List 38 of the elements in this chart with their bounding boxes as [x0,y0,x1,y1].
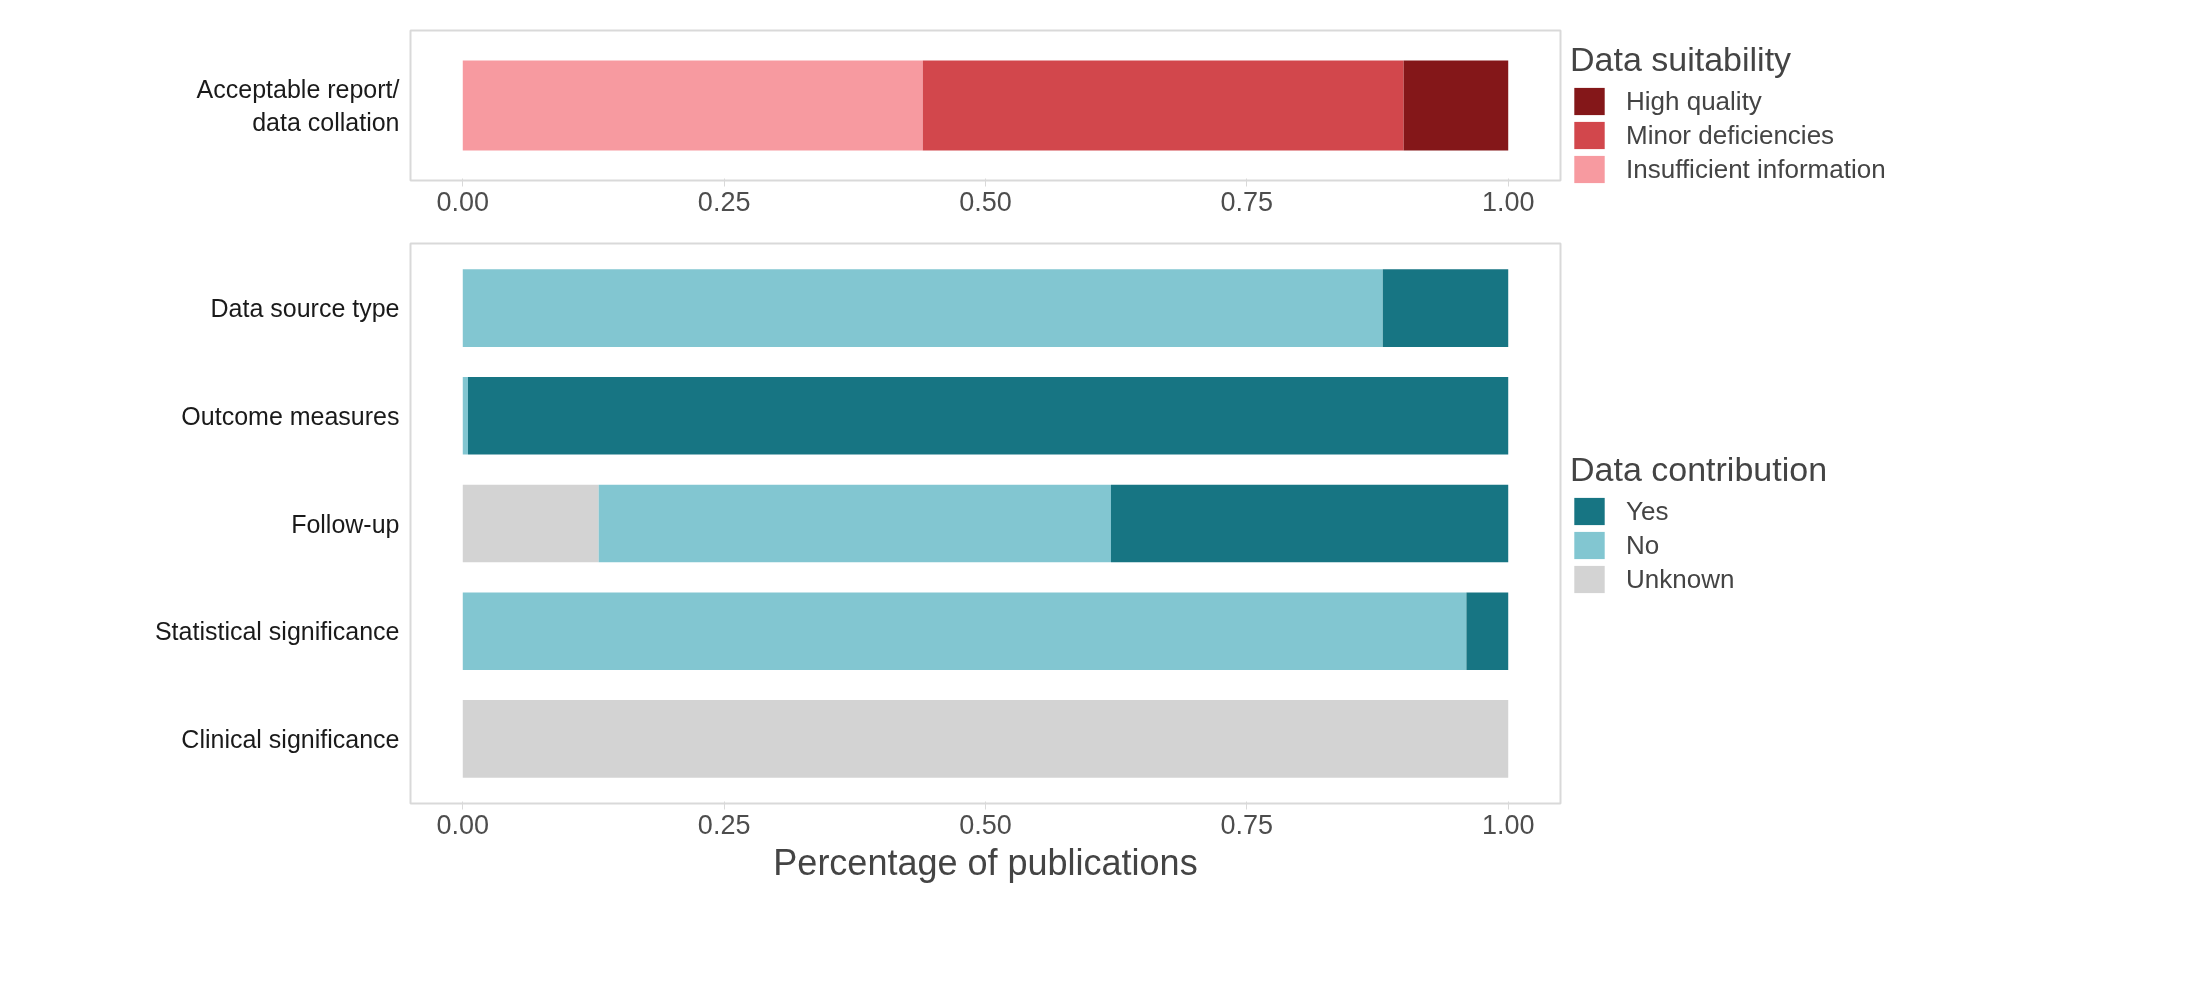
x-tick-label: 0.00 [436,186,490,217]
legend-label: Unknown [1626,563,1735,595]
bar [462,269,1383,347]
bar [1466,592,1509,670]
bar [598,484,1111,563]
legend-label: No [1626,529,1660,561]
x-axis-title: Percentage of publications [773,841,1198,883]
legend-label: Insufficient information [1626,153,1886,185]
x-tick-label: 1.00 [1481,186,1535,217]
bar [462,700,1509,778]
x-tick-label: 0.00 [436,809,490,840]
y-tick-label: Data source type [210,294,400,323]
x-tick-label: 0.25 [697,186,751,217]
bar [462,377,468,455]
y-tick-label: Statistical significance [154,617,400,646]
y-tick-label: Acceptable report/ data collation [196,74,400,137]
y-tick-label: Outcome measures [181,401,400,430]
bar [1382,269,1509,347]
bar [462,484,599,563]
bar [1403,60,1509,151]
x-tick-label: 0.75 [1220,186,1274,217]
bar [468,377,1509,455]
x-tick-label: 1.00 [1481,809,1535,840]
bar [1110,484,1509,563]
legend-label: Minor deficiencies [1626,119,1835,151]
legend-title: Data contribution [1570,450,1828,489]
y-tick-label: Follow-up [291,509,400,538]
y-tick-label: Clinical significance [181,724,400,753]
bar [462,60,923,151]
legend-title: Data suitability [1570,40,1793,79]
x-tick-label: 0.75 [1220,809,1274,840]
x-tick-label: 0.25 [697,809,751,840]
x-tick-label: 0.50 [959,809,1012,840]
bar [922,60,1404,151]
x-tick-label: 0.50 [959,186,1012,217]
legend-label: Yes [1626,495,1669,527]
legend-label: High quality [1626,85,1762,117]
bar [462,592,1467,670]
